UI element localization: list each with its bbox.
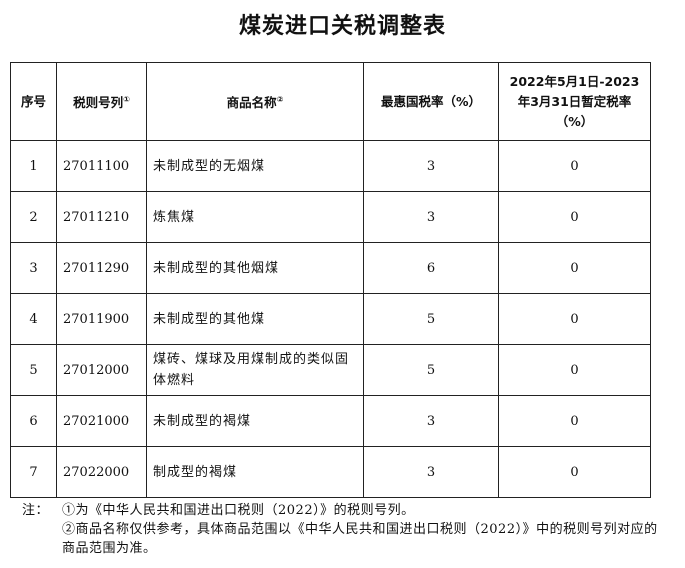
cell-mfn: 3: [363, 446, 499, 498]
footnote-marker: ②: [276, 94, 284, 104]
page-title: 煤炭进口关税调整表: [238, 14, 446, 39]
cell-seq: 2: [10, 191, 57, 243]
cell-name: 未制成型的无烟煤: [146, 140, 364, 192]
cell-seq: 4: [10, 293, 57, 345]
cell-provisional: 0: [498, 344, 651, 396]
cell-seq: 6: [10, 395, 57, 447]
cell-seq: 1: [10, 140, 57, 192]
cell-name: 煤砖、煤球及用煤制成的类似固体燃料: [146, 344, 364, 396]
cell-code: 27012000: [56, 344, 147, 396]
cell-name: 炼焦煤: [146, 191, 364, 243]
cell-code: 27011900: [56, 293, 147, 345]
cell-provisional: 0: [498, 191, 651, 243]
cell-provisional: 0: [498, 242, 651, 294]
cell-name: 未制成型的其他煤: [146, 293, 364, 345]
table-row: 5 27012000 煤砖、煤球及用煤制成的类似固体燃料 5 0: [10, 344, 651, 396]
cell-code: 27021000: [56, 395, 147, 447]
cell-name: 未制成型的其他烟煤: [146, 242, 364, 294]
cell-mfn: 5: [363, 344, 499, 396]
cell-mfn: 6: [363, 242, 499, 294]
cell-seq: 3: [10, 242, 57, 294]
cell-mfn: 3: [363, 395, 499, 447]
notes: 注： ①为《中华人民共和国进出口税则（2022）》的税则号列。 ②商品名称仅供参…: [22, 501, 662, 558]
cell-provisional: 0: [498, 395, 651, 447]
note-2: ②商品名称仅供参考，具体商品范围以《中华人民共和国进出口税则（2022）》中的税…: [62, 522, 658, 556]
table-row: 1 27011100 未制成型的无烟煤 3 0: [10, 140, 651, 192]
cell-code: 27011100: [56, 140, 147, 192]
cell-mfn: 5: [363, 293, 499, 345]
cell-provisional: 0: [498, 293, 651, 345]
cell-code: 27011290: [56, 242, 147, 294]
header-row: 序号 税则号列① 商品名称② 最惠国税率（%） 2022年5月1日-2023年3…: [10, 62, 651, 141]
table-row: 3 27011290 未制成型的其他烟煤 6 0: [10, 242, 651, 294]
header-name: 商品名称②: [146, 62, 364, 141]
cell-code: 27022000: [56, 446, 147, 498]
note-1: ①为《中华人民共和国进出口税则（2022）》的税则号列。: [62, 503, 415, 518]
cell-name: 未制成型的褐煤: [146, 395, 364, 447]
table-row: 6 27021000 未制成型的褐煤 3 0: [10, 395, 651, 447]
header-mfn: 最惠国税率（%）: [363, 62, 499, 141]
notes-label: 注：: [22, 503, 50, 518]
header-code-label: 税则号列: [73, 95, 124, 111]
cell-code: 27011210: [56, 191, 147, 243]
table-row: 2 27011210 炼焦煤 3 0: [10, 191, 651, 243]
footnote-marker: ①: [123, 94, 130, 104]
cell-mfn: 3: [363, 191, 499, 243]
cell-provisional: 0: [498, 446, 651, 498]
header-code: 税则号列①: [56, 62, 147, 141]
cell-name: 制成型的褐煤: [146, 446, 364, 498]
cell-seq: 5: [10, 344, 57, 396]
cell-mfn: 3: [363, 140, 499, 192]
table-row: 4 27011900 未制成型的其他煤 5 0: [10, 293, 651, 345]
tariff-table: 序号 税则号列① 商品名称② 最惠国税率（%） 2022年5月1日-2023年3…: [10, 62, 651, 498]
table-row: 7 27022000 制成型的褐煤 3 0: [10, 446, 651, 498]
header-name-label: 商品名称: [226, 95, 277, 111]
header-provisional: 2022年5月1日-2023年3月31日暂定税率（%）: [498, 62, 651, 141]
cell-seq: 7: [10, 446, 57, 498]
cell-provisional: 0: [498, 140, 651, 192]
header-seq: 序号: [10, 62, 57, 141]
